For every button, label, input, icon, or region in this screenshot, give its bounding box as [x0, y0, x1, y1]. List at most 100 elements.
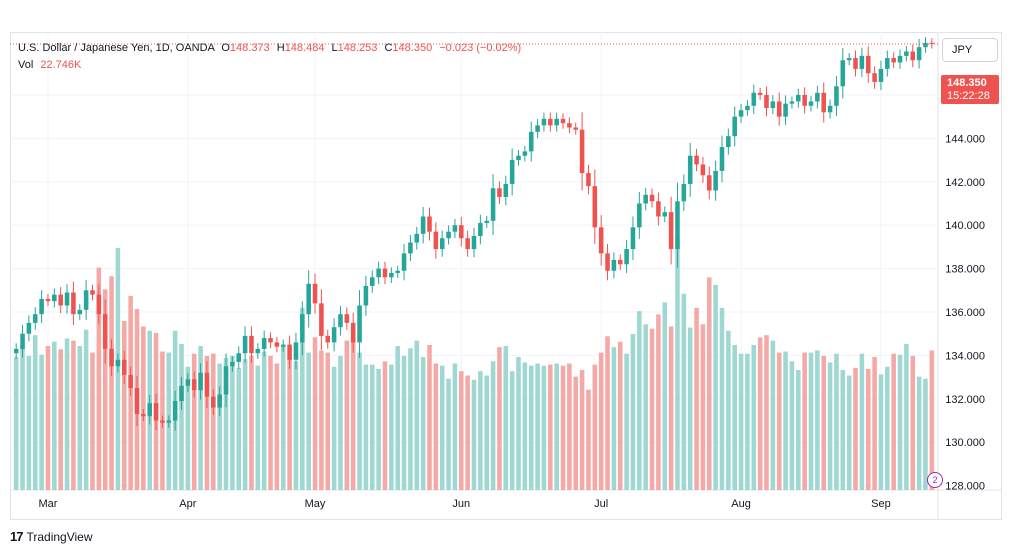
volume-bar	[872, 356, 877, 490]
candle-body	[834, 86, 839, 106]
candle-body	[389, 272, 394, 278]
candle-body	[554, 118, 559, 126]
candle-body	[204, 372, 210, 397]
candle-body	[789, 101, 795, 104]
candle-body	[369, 277, 375, 286]
volume-bar	[350, 337, 356, 490]
candle-body	[605, 253, 610, 271]
volume-bar	[586, 389, 591, 490]
volume-header: Vol 22.746K	[18, 59, 81, 71]
candle-body	[897, 55, 903, 63]
volume-bar	[20, 346, 25, 490]
candle-body	[32, 314, 38, 323]
volume-bar	[344, 340, 350, 490]
price-axis[interactable]: 128.000 130.000 132.000 134.000 136.000 138.0…	[945, 90, 985, 493]
candle-body	[808, 101, 814, 106]
candle-body	[121, 359, 127, 375]
volume-bar	[465, 375, 470, 490]
candle-body	[13, 348, 19, 354]
candle-body	[827, 105, 833, 113]
candle-body	[548, 118, 553, 126]
volume-bar	[802, 352, 807, 490]
candle-body	[147, 403, 152, 417]
candle-body	[293, 342, 299, 360]
price-tick-label: 144.000	[945, 133, 985, 145]
candle-body	[560, 118, 566, 124]
candle-body	[408, 242, 413, 254]
candle-body	[459, 225, 464, 239]
price-chart[interactable]: 128.000 130.000 132.000 134.000 136.000 138.0…	[10, 32, 1002, 520]
candle-body	[141, 414, 146, 417]
volume-bar	[90, 352, 95, 490]
volume-bar	[312, 337, 318, 490]
candle-body	[573, 127, 579, 130]
candle-body	[331, 327, 337, 343]
volume-bar	[71, 340, 76, 490]
volume-bar	[713, 284, 718, 490]
candle-body	[236, 353, 242, 362]
volume-bar	[287, 359, 292, 490]
volume-bar	[471, 379, 477, 490]
candle-body	[280, 344, 286, 347]
candles	[13, 37, 935, 431]
close-label: C	[384, 42, 393, 54]
candle-body	[83, 290, 89, 310]
volume-bar	[357, 352, 362, 490]
candle-body	[535, 125, 540, 132]
volume-bar	[96, 267, 102, 490]
candle-body	[757, 92, 763, 95]
tradingview-logo-text: TradingView	[26, 529, 93, 544]
volume-bar	[878, 374, 884, 490]
candle-body	[745, 105, 750, 111]
candle-body	[217, 394, 222, 408]
volume-bar	[363, 364, 369, 490]
candle-body	[484, 220, 489, 224]
candle-body	[134, 387, 140, 415]
volume-bar	[427, 344, 432, 490]
volume-bar	[446, 378, 451, 490]
volume-bar	[497, 347, 502, 490]
candle-body	[465, 238, 470, 250]
volume-bar	[280, 346, 286, 490]
symbol-title[interactable]: U.S. Dollar / Japanese Yen, 1D, OANDA	[18, 42, 215, 54]
volume-bar	[751, 344, 757, 490]
volume-bar	[306, 352, 311, 490]
volume-bar	[236, 367, 242, 490]
candle-body	[872, 73, 877, 82]
candle-body	[128, 374, 133, 388]
candle-body	[732, 116, 737, 137]
candle-body	[490, 188, 496, 221]
candle-body	[446, 231, 451, 239]
time-axis[interactable]: Mar Apr May Jun Jul Aug Sep	[38, 498, 890, 510]
time-tick-label: Sep	[871, 498, 891, 510]
volume-bar	[738, 353, 744, 490]
time-tick-label: May	[305, 498, 326, 510]
close-value: 148.350	[392, 42, 433, 54]
volume-bar	[891, 353, 896, 490]
candle-body	[840, 60, 846, 87]
candle-body	[274, 342, 280, 347]
volume-bar	[211, 353, 216, 490]
events-badge[interactable]: 2	[927, 472, 943, 488]
volume-bar	[433, 363, 439, 490]
volume-bar	[185, 366, 191, 490]
candle-body	[306, 283, 311, 315]
currency-button[interactable]: JPY	[942, 38, 998, 62]
candle-body	[700, 164, 706, 176]
candle-body	[363, 285, 369, 306]
volume-bar	[757, 337, 763, 490]
volume-bar	[643, 324, 648, 490]
tradingview-logo[interactable]: 17 TradingView	[10, 529, 93, 544]
candle-body	[630, 227, 636, 250]
volume-bar	[191, 353, 197, 490]
volume-bars	[13, 238, 935, 490]
volume-bar	[815, 350, 820, 490]
volume-bar	[26, 355, 32, 490]
candle-body	[172, 401, 178, 421]
volume-bar	[459, 371, 464, 490]
time-tick-label: Jul	[594, 498, 608, 510]
low-label: L	[331, 42, 338, 54]
volume-bar	[179, 343, 184, 490]
candle-body	[522, 151, 528, 156]
candle-body	[528, 131, 534, 152]
